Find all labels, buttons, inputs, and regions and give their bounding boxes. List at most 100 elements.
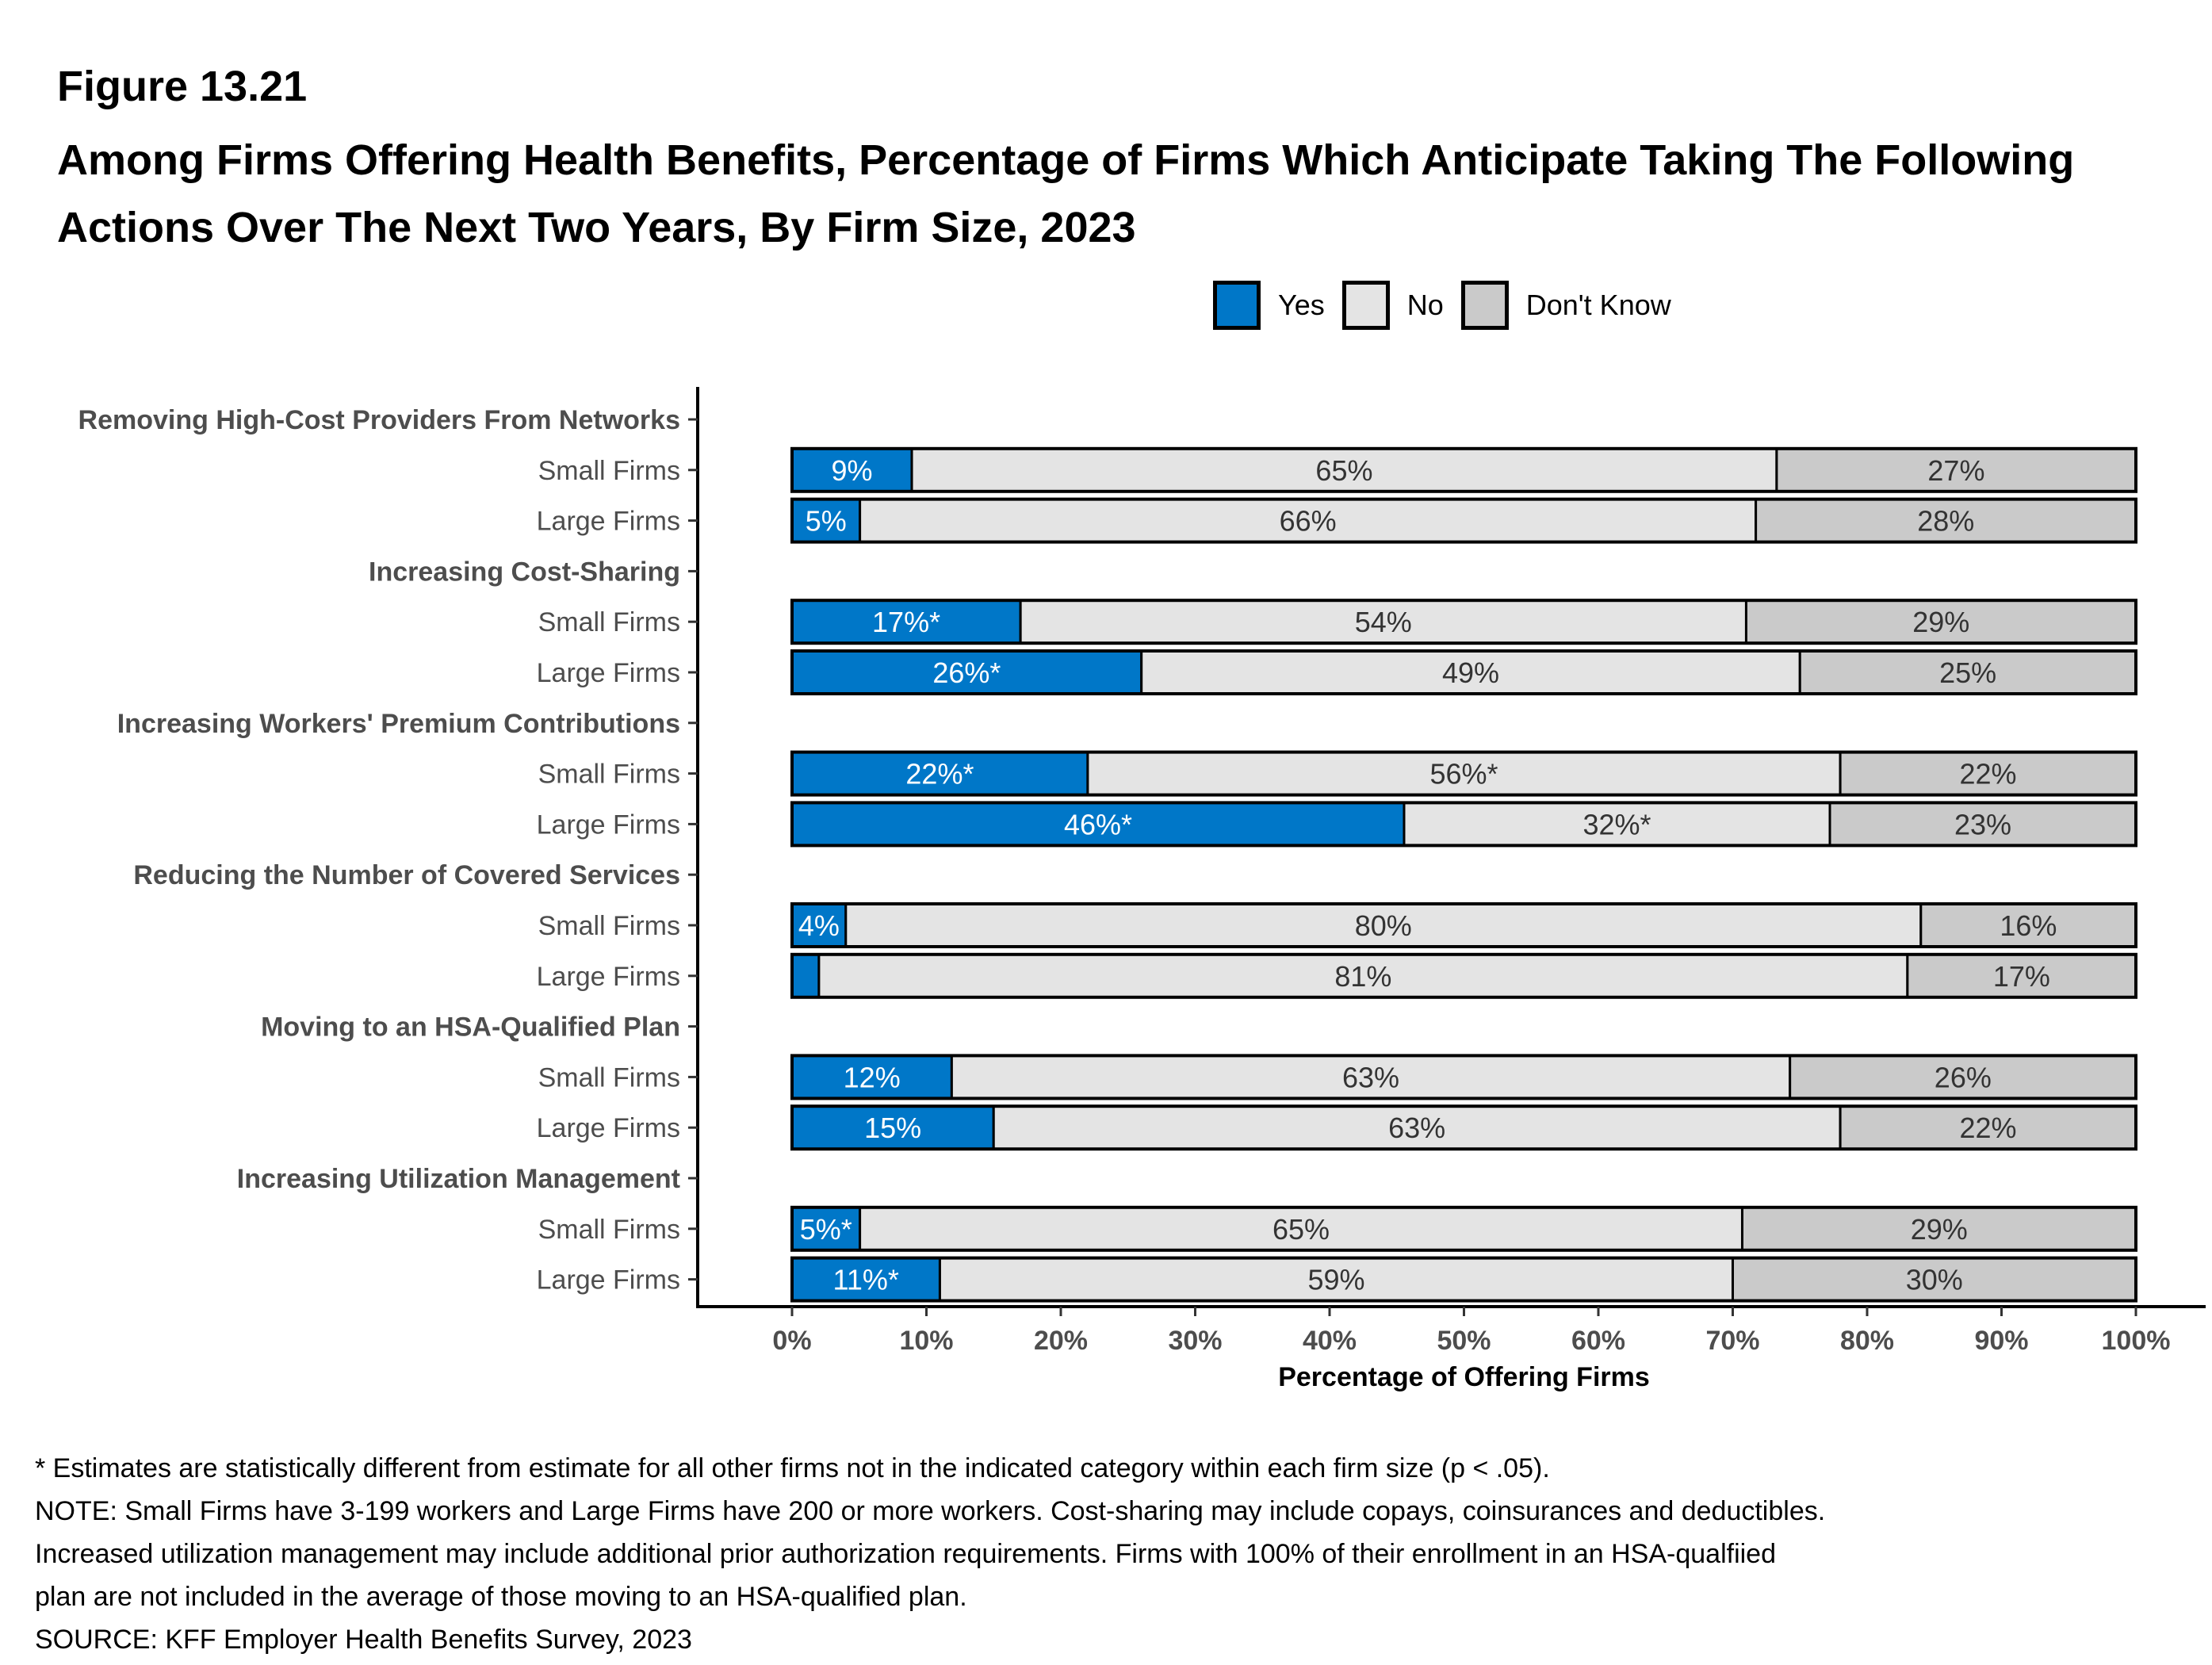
bar-segment-yes [790, 1054, 953, 1100]
legend-swatch-dont-know [1460, 281, 1509, 330]
bar-outline [790, 599, 2137, 645]
data-label: 30% [1906, 1264, 1963, 1296]
data-label: 12% [844, 1061, 901, 1093]
data-label: 81% [1334, 960, 1391, 993]
bar-outline [790, 1205, 2137, 1252]
legend-item-dont-know: Don't Know [1460, 281, 1671, 330]
legend-label-no: No [1406, 289, 1444, 321]
row-label: Large Firms [537, 658, 680, 688]
x-tick-label: 60% [1571, 1326, 1625, 1356]
data-label: 46%* [1064, 808, 1132, 840]
row-label: Large Firms [537, 507, 680, 537]
bar-outline [790, 446, 2137, 493]
x-tick-label: 40% [1303, 1326, 1357, 1356]
row-label: Small Firms [538, 607, 680, 637]
category-label: Reducing the Number of Covered Services [133, 860, 680, 890]
bar-outline [790, 750, 2137, 797]
x-tick-label: 90% [1974, 1326, 2028, 1356]
x-tick-label: 50% [1437, 1326, 1491, 1356]
data-label: 29% [1911, 1213, 1968, 1246]
data-label: 16% [2000, 909, 2057, 942]
data-label: 17% [1993, 960, 2050, 993]
data-label: 32%* [1582, 808, 1651, 840]
row-label: Small Firms [538, 1062, 680, 1093]
data-label: 22% [1960, 1112, 2017, 1144]
bar-outline [790, 952, 2137, 999]
bar-segment-no [992, 1104, 1842, 1150]
x-tick-label: 30% [1168, 1326, 1222, 1356]
bar-segment-yes [790, 599, 1022, 645]
footnote-note-cont-1: Increased utilization management may inc… [35, 1539, 1777, 1569]
row-label: Large Firms [537, 962, 680, 992]
bar-outline [790, 1054, 2137, 1100]
data-label: 5% [806, 505, 847, 538]
data-label: 28% [1917, 505, 1974, 538]
data-label: 25% [1939, 656, 1996, 689]
data-label: 65% [1315, 454, 1372, 487]
row-label: Large Firms [537, 810, 680, 840]
row-label: Small Firms [538, 456, 680, 486]
x-axis-title: Percentage of Offering Firms [1278, 1362, 1650, 1392]
x-tick-label: 80% [1840, 1326, 1894, 1356]
bar-outline [790, 902, 2137, 948]
legend-item-no: No [1341, 281, 1444, 330]
data-label: 59% [1307, 1264, 1364, 1296]
data-label: 27% [1927, 454, 1984, 487]
bar-segment-no [859, 1206, 1743, 1252]
bar-segment-yes [790, 1257, 941, 1303]
data-label: 26%* [932, 656, 1001, 689]
bar-segment-yes [790, 953, 821, 999]
category-label: Increasing Cost-Sharing [369, 557, 680, 587]
bar-segment-dont-know [1732, 1257, 2137, 1303]
legend-swatch-no [1341, 281, 1390, 330]
row-label: Large Firms [537, 1265, 680, 1296]
x-tick-label: 100% [2102, 1326, 2171, 1356]
bar-outline [790, 801, 2137, 848]
bar-outline [790, 497, 2137, 544]
bar-segment-no [1019, 599, 1747, 645]
stacked-bar-chart: 0% 10% 20% 30% 40% 50% 60% 70% 80% 90% 100% Percent… [78, 387, 2206, 1392]
data-label: 5%* [800, 1213, 852, 1246]
category-label: Increasing Utilization Management [237, 1164, 680, 1194]
x-tick-label: 20% [1034, 1326, 1088, 1356]
x-tick-label: 0% [772, 1326, 811, 1356]
data-label: 63% [1388, 1112, 1445, 1144]
data-label: 17%* [872, 606, 940, 638]
footnote-significance: * Estimates are statistically different … [35, 1453, 1550, 1483]
data-label: 11%* [833, 1264, 899, 1296]
data-label: 66% [1280, 505, 1337, 538]
data-label: 56%* [1429, 758, 1498, 790]
data-label: 9% [832, 454, 873, 487]
row-label: Large Firms [537, 1113, 680, 1143]
data-label: 65% [1272, 1213, 1330, 1246]
figure-label: Figure 13.21 [57, 63, 308, 110]
x-tick-label: 10% [899, 1326, 953, 1356]
bar-segment-dont-know [1755, 498, 2137, 544]
chart-title: Among Firms Offering Health Benefits, Pe… [57, 136, 2075, 251]
data-label: 4% [798, 909, 840, 942]
footnote-note-cont-2: plan are not included in the average of … [35, 1582, 967, 1612]
data-label: 49% [1442, 656, 1499, 689]
data-label: 22%* [905, 758, 974, 790]
row-label: Small Firms [538, 1215, 680, 1245]
bar-segment-dont-know [1789, 1054, 2137, 1100]
bar-outline [790, 1256, 2137, 1303]
bar-outline [790, 1104, 2137, 1151]
legend-item-yes: Yes [1213, 281, 1325, 330]
data-label: 63% [1342, 1061, 1399, 1093]
bar-segment-dont-know [1839, 751, 2137, 797]
x-tick-label: 70% [1705, 1326, 1759, 1356]
category-label: Moving to an HSA-Qualified Plan [261, 1012, 680, 1043]
bar-outline [790, 649, 2137, 695]
category-label: Increasing Workers' Premium Contribution… [117, 709, 680, 739]
legend: Yes No Don't Know [1213, 278, 1689, 333]
data-label: 23% [1954, 808, 2011, 840]
footnotes: * Estimates are statistically different … [35, 1447, 1825, 1661]
data-label: 15% [864, 1112, 921, 1144]
data-label: 29% [1912, 606, 1969, 638]
bar-segment-no [1140, 649, 1801, 695]
row-label: Small Firms [538, 911, 680, 941]
bar-segment-dont-know [1798, 649, 2137, 695]
data-label: 80% [1355, 909, 1412, 942]
footnote-note: NOTE: Small Firms have 3-199 workers and… [35, 1496, 1826, 1526]
